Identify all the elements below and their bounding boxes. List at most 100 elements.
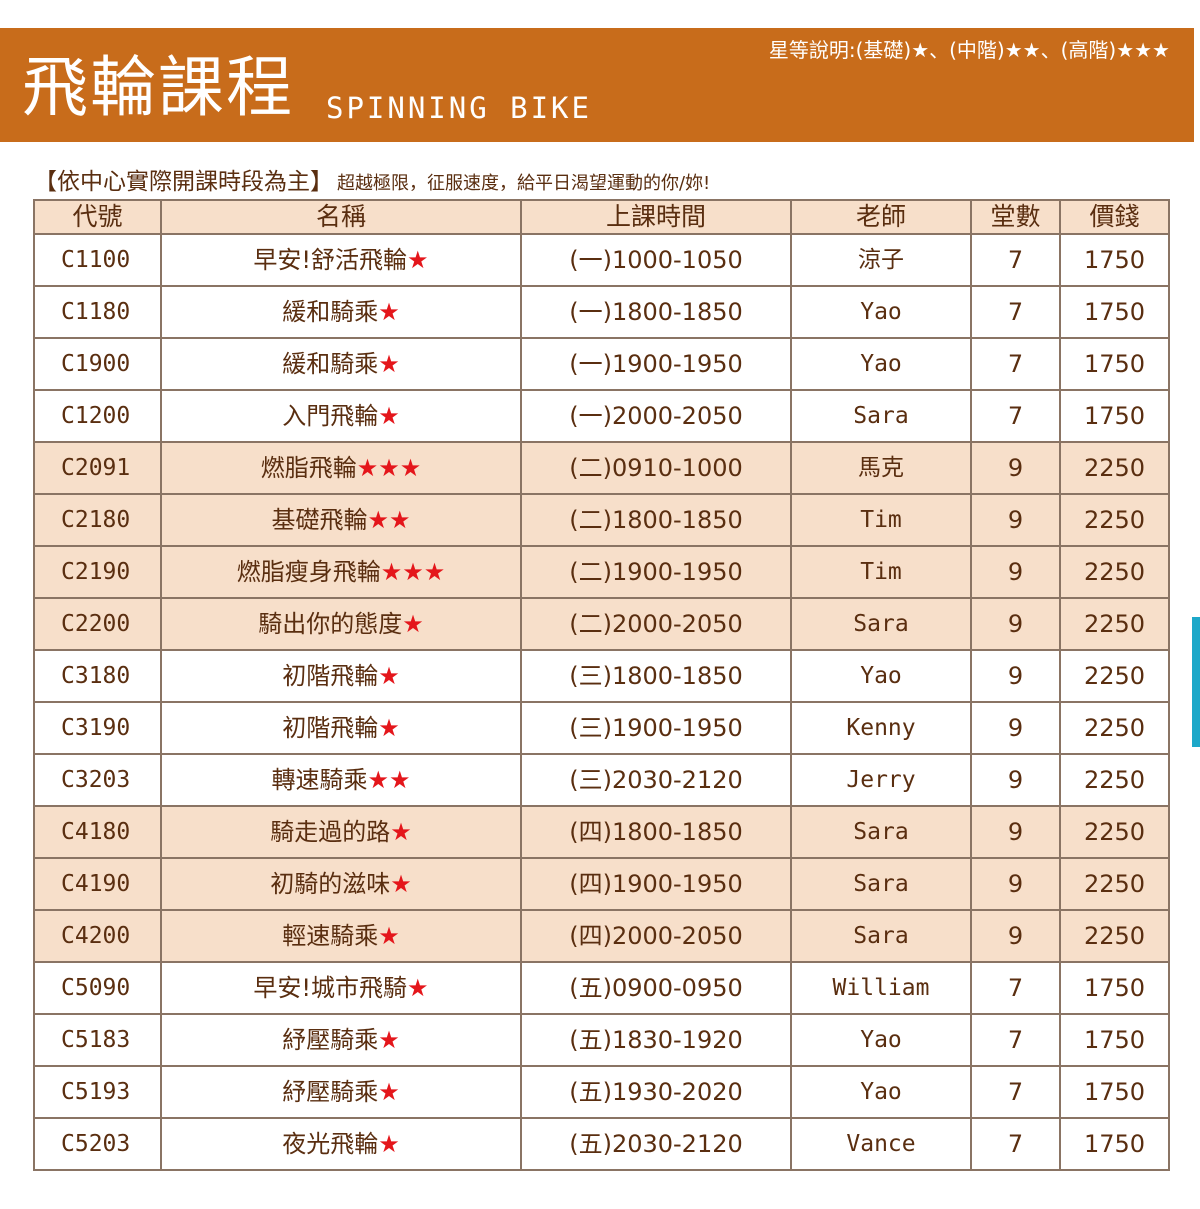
class-time: (一)2000-2050: [520, 389, 792, 443]
table-row: C3180 初階飛輪★ (三)1800-1850 Yao 9 2250: [33, 649, 1170, 703]
course-name: 紓壓騎乘: [282, 1026, 379, 1054]
price: 1750: [1059, 1117, 1170, 1171]
course-name-cell: 早安!城市飛騎★: [160, 961, 522, 1015]
price: 2250: [1059, 649, 1170, 703]
table-row: C2091 燃脂飛輪★★★ (二)0910-1000 馬克 9 2250: [33, 441, 1170, 495]
price: 2250: [1059, 701, 1170, 755]
session-count: 7: [970, 961, 1061, 1015]
table-header-row: 代號 名稱 上課時間 老師 堂數 價錢: [33, 199, 1170, 235]
course-name-cell: 騎出你的態度★: [160, 597, 522, 651]
course-code: C3203: [33, 753, 162, 807]
teacher-name: William: [790, 961, 972, 1015]
class-time: (五)1830-1920: [520, 1013, 792, 1067]
price: 1750: [1059, 1013, 1170, 1067]
page-title: 飛輪課程: [22, 49, 294, 126]
price: 2250: [1059, 909, 1170, 963]
star-rating-icon: ★: [378, 350, 400, 378]
teacher-name: Yao: [790, 1065, 972, 1119]
price: 2250: [1059, 753, 1170, 807]
class-time: (五)1930-2020: [520, 1065, 792, 1119]
table-row: C3203 轉速騎乘★★ (三)2030-2120 Jerry 9 2250: [33, 753, 1170, 807]
star-legend: 星等說明:(基礎)★、(中階)★★、(高階)★★★: [768, 38, 1170, 62]
header-teacher: 老師: [790, 199, 972, 235]
course-name-cell: 騎走過的路★: [160, 805, 522, 859]
page-subtitle: SPINNING BIKE: [326, 91, 592, 125]
course-name-cell: 入門飛輪★: [160, 389, 522, 443]
teacher-name: Sara: [790, 389, 972, 443]
class-time: (五)0900-0950: [520, 961, 792, 1015]
class-time: (一)1900-1950: [520, 337, 792, 391]
star-rating-icon: ★: [378, 298, 400, 326]
session-count: 9: [970, 909, 1061, 963]
course-code: C2091: [33, 441, 162, 495]
table-row: C2190 燃脂瘦身飛輪★★★ (二)1900-1950 Tim 9 2250: [33, 545, 1170, 599]
course-code: C4200: [33, 909, 162, 963]
course-name: 早安!城市飛騎: [253, 974, 408, 1002]
price: 2250: [1059, 545, 1170, 599]
course-code: C2180: [33, 493, 162, 547]
notice-sub: 超越極限，征服速度，給平日渴望運動的你/妳!: [337, 173, 711, 194]
table-row: C2200 騎出你的態度★ (二)2000-2050 Sara 9 2250: [33, 597, 1170, 651]
price: 2250: [1059, 805, 1170, 859]
table-row: C1180 緩和騎乘★ (一)1800-1850 Yao 7 1750: [33, 285, 1170, 339]
class-time: (一)1000-1050: [520, 233, 792, 287]
class-time: (五)2030-2120: [520, 1117, 792, 1171]
teacher-name: Yao: [790, 337, 972, 391]
course-name: 早安!舒活飛輪: [253, 246, 408, 274]
table-row: C4190 初騎的滋味★ (四)1900-1950 Sara 9 2250: [33, 857, 1170, 911]
title-banner: [0, 28, 1194, 142]
class-time: (二)2000-2050: [520, 597, 792, 651]
class-time: (四)1800-1850: [520, 805, 792, 859]
star-rating-icon: ★: [402, 610, 424, 638]
table-row: C5090 早安!城市飛騎★ (五)0900-0950 William 7 1750: [33, 961, 1170, 1015]
table-row: C5193 紓壓騎乘★ (五)1930-2020 Yao 7 1750: [33, 1065, 1170, 1119]
course-name: 基礎飛輪: [271, 506, 368, 534]
course-name: 緩和騎乘: [282, 298, 379, 326]
star-rating-icon: ★: [407, 246, 429, 274]
star-rating-icon: ★★★: [380, 558, 446, 586]
course-name-cell: 緩和騎乘★: [160, 337, 522, 391]
table-row: C1100 早安!舒活飛輪★ (一)1000-1050 涼子 7 1750: [33, 233, 1170, 287]
class-time: (四)2000-2050: [520, 909, 792, 963]
course-name-cell: 緩和騎乘★: [160, 285, 522, 339]
session-count: 9: [970, 545, 1061, 599]
course-code: C1900: [33, 337, 162, 391]
table-row: C2180 基礎飛輪★★ (二)1800-1850 Tim 9 2250: [33, 493, 1170, 547]
star-rating-icon: ★: [390, 870, 412, 898]
side-marker: [1192, 617, 1200, 747]
teacher-name: 馬克: [790, 441, 972, 495]
course-name-cell: 夜光飛輪★: [160, 1117, 522, 1171]
star-rating-icon: ★: [378, 1078, 400, 1106]
star-rating-icon: ★: [390, 818, 412, 846]
course-name-cell: 紓壓騎乘★: [160, 1065, 522, 1119]
teacher-name: Yao: [790, 285, 972, 339]
session-count: 9: [970, 753, 1061, 807]
class-time: (二)0910-1000: [520, 441, 792, 495]
table-row: C1200 入門飛輪★ (一)2000-2050 Sara 7 1750: [33, 389, 1170, 443]
teacher-name: Jerry: [790, 753, 972, 807]
class-time: (二)1900-1950: [520, 545, 792, 599]
course-name: 初騎的滋味: [270, 870, 391, 898]
price: 1750: [1059, 233, 1170, 287]
price: 1750: [1059, 337, 1170, 391]
star-rating-icon: ★: [378, 714, 400, 742]
price: 1750: [1059, 1065, 1170, 1119]
star-rating-icon: ★★: [367, 766, 411, 794]
price: 1750: [1059, 389, 1170, 443]
course-name-cell: 基礎飛輪★★: [160, 493, 522, 547]
star-rating-icon: ★: [378, 402, 400, 430]
session-count: 7: [970, 389, 1061, 443]
course-name: 燃脂飛輪: [260, 454, 357, 482]
price: 2250: [1059, 857, 1170, 911]
star-rating-icon: ★★★: [356, 454, 422, 482]
header-code: 代號: [33, 199, 162, 235]
teacher-name: Sara: [790, 805, 972, 859]
course-name-cell: 初階飛輪★: [160, 649, 522, 703]
session-count: 7: [970, 1117, 1061, 1171]
course-schedule-table: 代號 名稱 上課時間 老師 堂數 價錢 C1100 早安!舒活飛輪★ (一)1000…: [33, 199, 1170, 1171]
course-name-cell: 轉速騎乘★★: [160, 753, 522, 807]
session-count: 9: [970, 597, 1061, 651]
header-time: 上課時間: [520, 199, 792, 235]
course-code: C3180: [33, 649, 162, 703]
header-name: 名稱: [160, 199, 522, 235]
